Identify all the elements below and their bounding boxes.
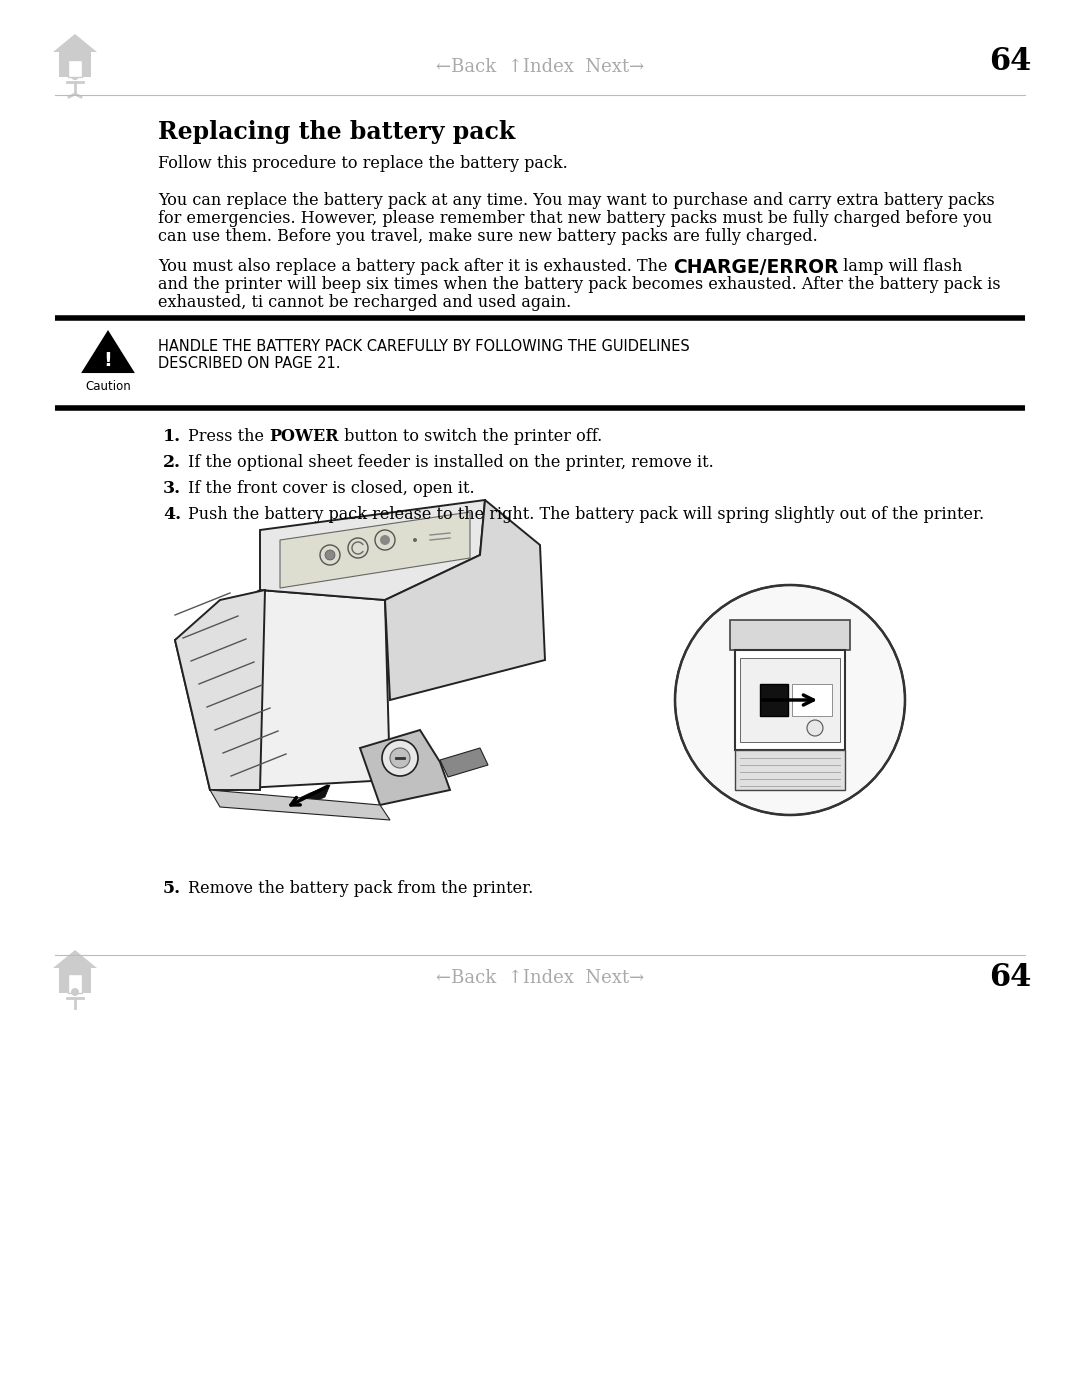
- Text: exhausted, ti cannot be recharged and used again.: exhausted, ti cannot be recharged and us…: [158, 293, 571, 312]
- Text: ←Back  ↑Index  Next→: ←Back ↑Index Next→: [436, 970, 644, 988]
- Polygon shape: [384, 500, 545, 700]
- Polygon shape: [735, 650, 845, 750]
- Polygon shape: [280, 511, 470, 588]
- Text: 64: 64: [989, 46, 1031, 77]
- Polygon shape: [83, 332, 133, 372]
- Circle shape: [325, 550, 335, 560]
- Polygon shape: [53, 34, 97, 77]
- Text: and the printer will beep six times when the battery pack becomes exhausted. Aft: and the printer will beep six times when…: [158, 277, 1001, 293]
- Text: Replacing the battery pack: Replacing the battery pack: [158, 120, 515, 144]
- Text: 4.: 4.: [163, 506, 181, 522]
- Text: 3.: 3.: [163, 481, 181, 497]
- Text: Push the battery pack release to the right. The battery pack will spring slightl: Push the battery pack release to the rig…: [188, 506, 984, 522]
- Text: DESCRIBED ON PAGE 21.: DESCRIBED ON PAGE 21.: [158, 356, 340, 372]
- Text: You can replace the battery pack at any time. You may want to purchase and carry: You can replace the battery pack at any …: [158, 191, 995, 210]
- Polygon shape: [730, 620, 850, 650]
- Text: If the front cover is closed, open it.: If the front cover is closed, open it.: [188, 481, 474, 497]
- FancyBboxPatch shape: [760, 685, 788, 717]
- Circle shape: [380, 535, 390, 545]
- Text: Follow this procedure to replace the battery pack.: Follow this procedure to replace the bat…: [158, 155, 568, 172]
- Text: Remove the battery pack from the printer.: Remove the battery pack from the printer…: [188, 880, 534, 897]
- Polygon shape: [175, 590, 390, 789]
- Circle shape: [675, 585, 905, 814]
- Text: 2.: 2.: [163, 454, 181, 471]
- Polygon shape: [735, 750, 845, 789]
- Polygon shape: [740, 658, 840, 742]
- Text: POWER: POWER: [269, 427, 339, 446]
- Circle shape: [382, 740, 418, 775]
- Text: Caution: Caution: [85, 380, 131, 393]
- Text: If the optional sheet feeder is installed on the printer, remove it.: If the optional sheet feeder is installe…: [188, 454, 714, 471]
- FancyBboxPatch shape: [68, 974, 82, 993]
- FancyBboxPatch shape: [68, 60, 82, 77]
- Polygon shape: [285, 785, 330, 807]
- Text: for emergencies. However, please remember that new battery packs must be fully c: for emergencies. However, please remembe…: [158, 210, 993, 226]
- Circle shape: [71, 73, 79, 80]
- Text: ←Back  ↑Index  Next→: ←Back ↑Index Next→: [436, 59, 644, 75]
- Text: You must also replace a battery pack after it is exhausted. The: You must also replace a battery pack aft…: [158, 258, 673, 275]
- Circle shape: [807, 719, 823, 736]
- Text: 64: 64: [989, 963, 1031, 993]
- Text: lamp will flash: lamp will flash: [838, 258, 962, 275]
- Circle shape: [413, 538, 417, 542]
- Text: CHARGE/ERROR: CHARGE/ERROR: [673, 258, 838, 277]
- Text: Press the: Press the: [188, 427, 269, 446]
- Text: 1.: 1.: [163, 427, 181, 446]
- Circle shape: [71, 988, 79, 996]
- FancyBboxPatch shape: [792, 685, 832, 717]
- Text: !: !: [104, 351, 112, 369]
- Text: HANDLE THE BATTERY PACK CAREFULLY BY FOLLOWING THE GUIDELINES: HANDLE THE BATTERY PACK CAREFULLY BY FOL…: [158, 339, 690, 353]
- Polygon shape: [360, 731, 450, 805]
- Polygon shape: [210, 789, 390, 820]
- Polygon shape: [53, 950, 97, 993]
- Polygon shape: [440, 747, 488, 777]
- Text: button to switch the printer off.: button to switch the printer off.: [339, 427, 602, 446]
- Text: 5.: 5.: [163, 880, 181, 897]
- Polygon shape: [260, 500, 485, 599]
- Circle shape: [390, 747, 410, 768]
- Text: can use them. Before you travel, make sure new battery packs are fully charged.: can use them. Before you travel, make su…: [158, 228, 818, 244]
- Polygon shape: [175, 590, 265, 789]
